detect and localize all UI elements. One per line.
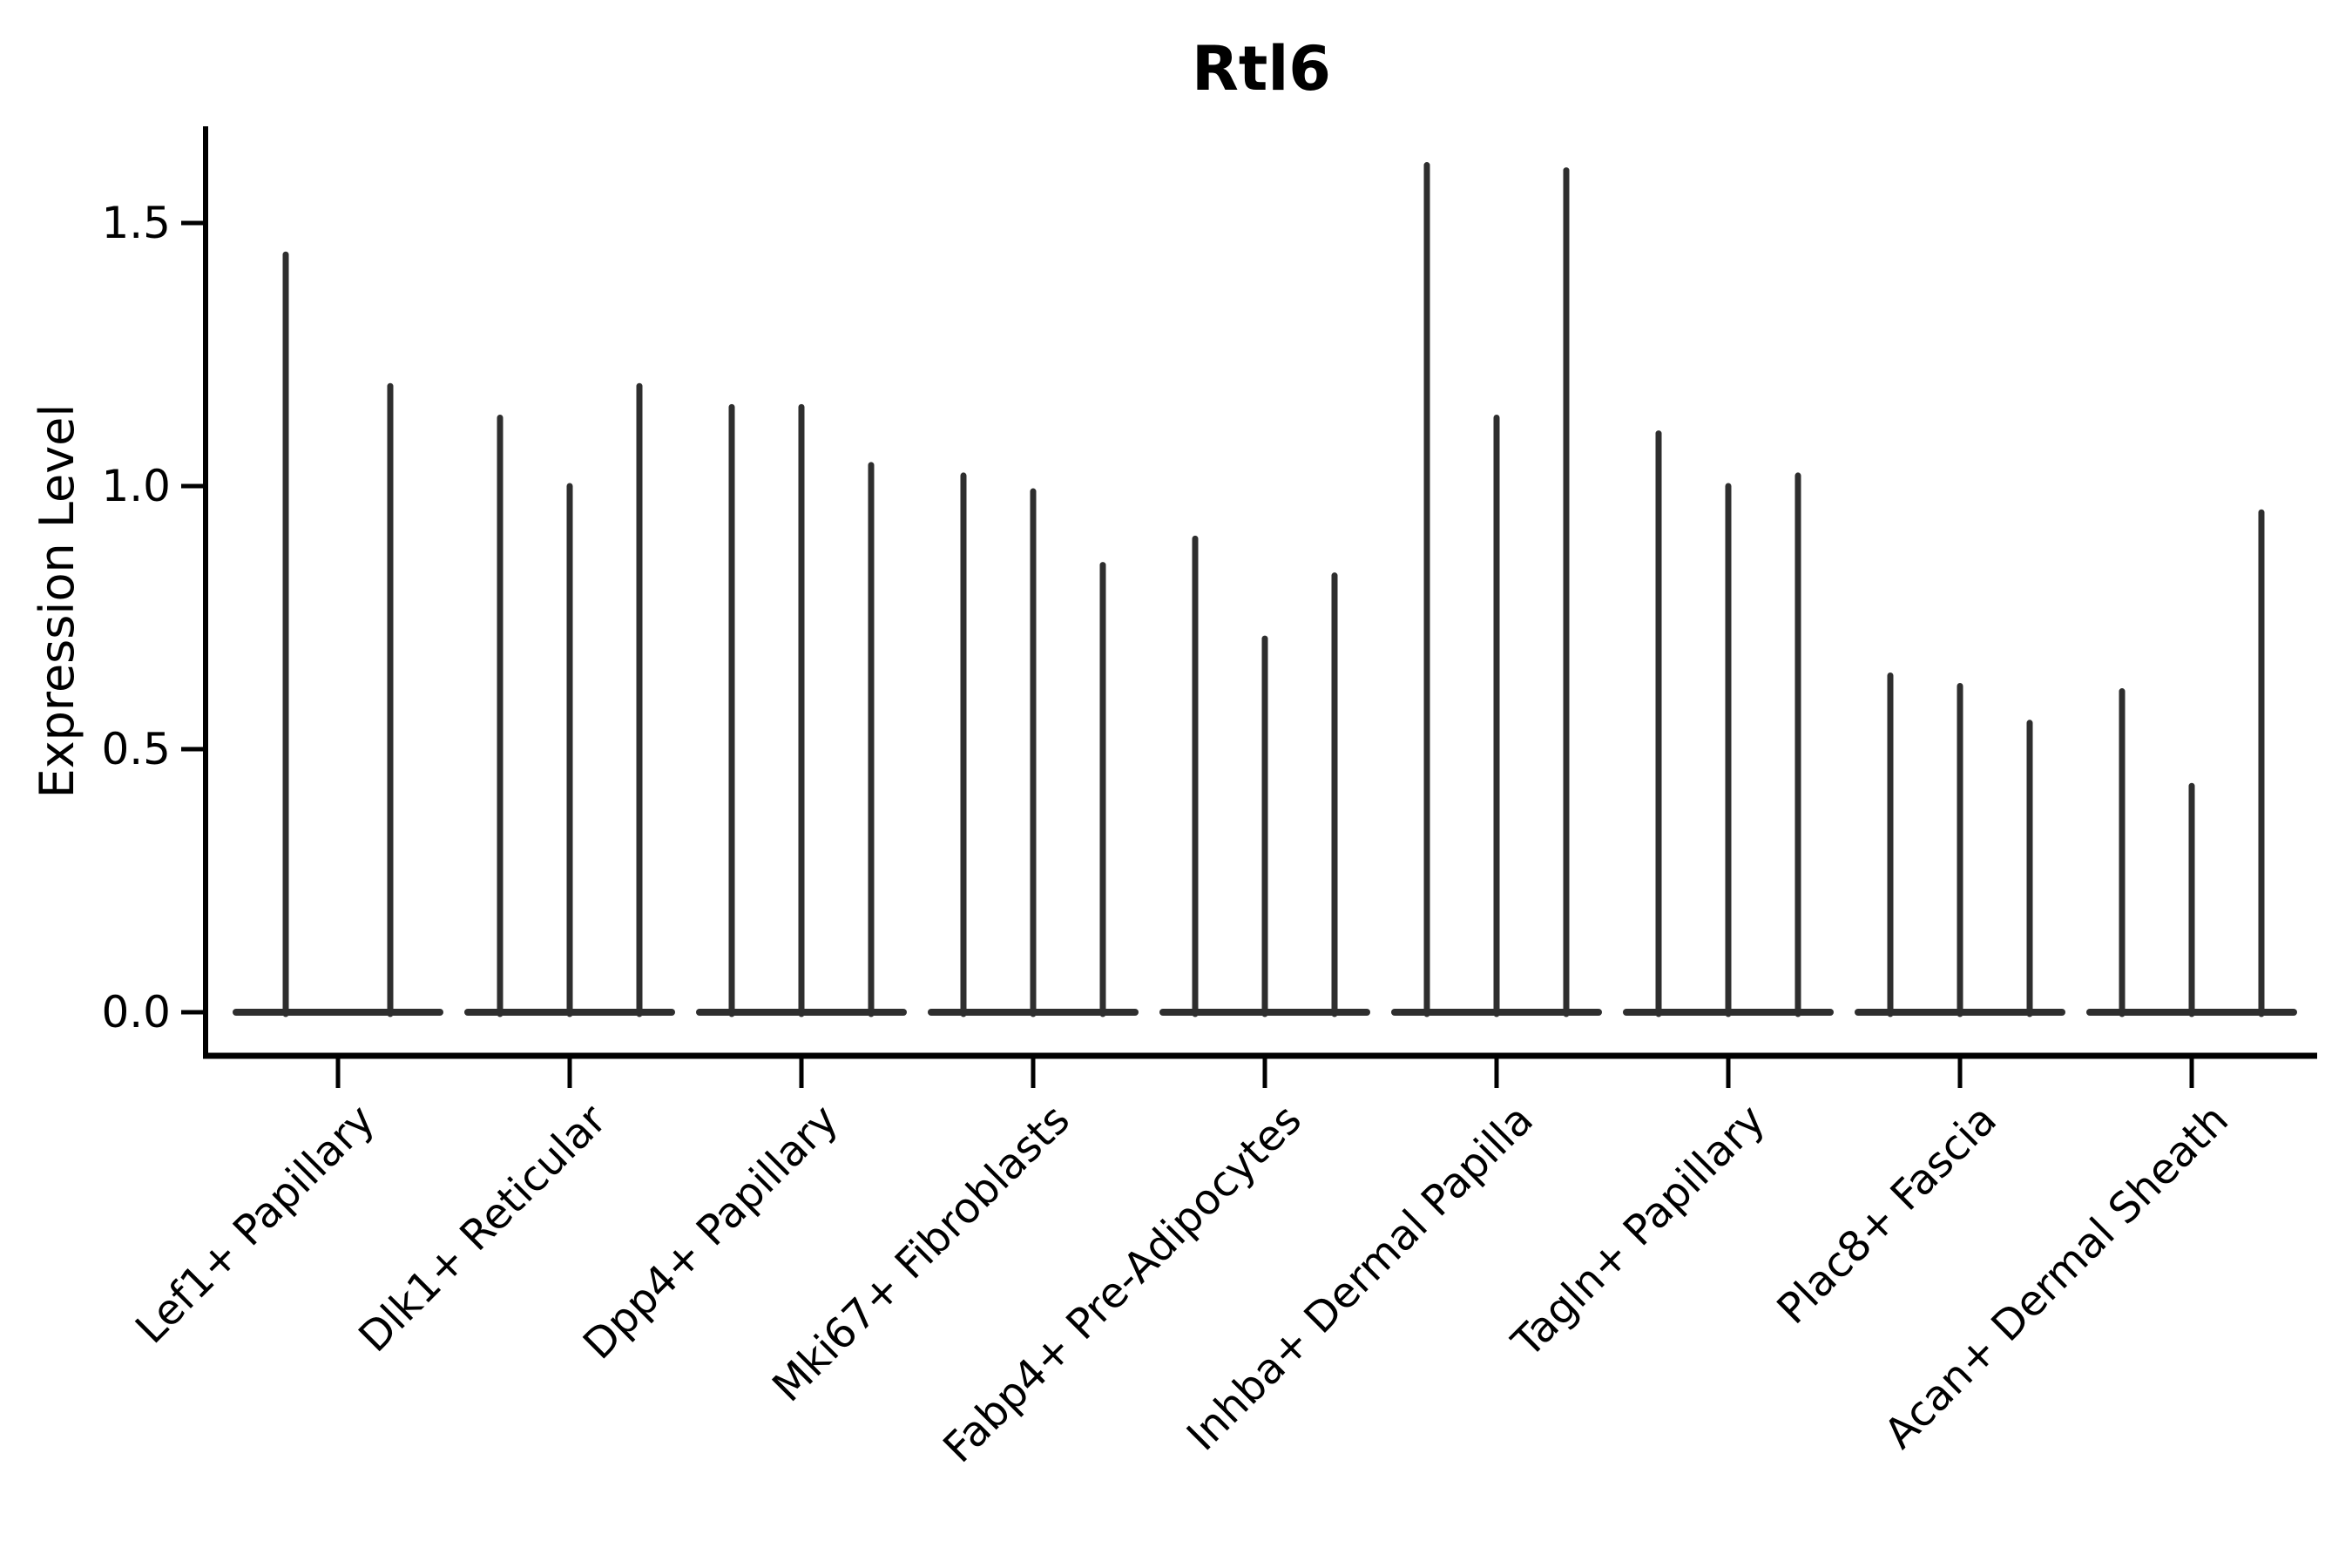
x-tick-label: Tagln+ Papillary xyxy=(1503,1095,1774,1367)
violins-layer xyxy=(233,162,2297,1017)
x-tick-label: Dpp4+ Papillary xyxy=(574,1095,848,1369)
chart-title: Rtl6 xyxy=(1192,33,1331,105)
x-tick-label: Dlk1+ Reticular xyxy=(349,1095,616,1362)
y-tick-label: 1.0 xyxy=(101,461,171,511)
y-tick-label: 0.5 xyxy=(101,724,171,774)
y-axis-label: Expression Level xyxy=(30,404,84,799)
y-tick-label: 1.5 xyxy=(101,198,171,248)
x-tick-label: Lef1+ Papillary xyxy=(126,1095,384,1353)
x-tick-label: Plac8+ Fascia xyxy=(1767,1095,2006,1334)
y-tick-label: 0.0 xyxy=(101,987,171,1037)
